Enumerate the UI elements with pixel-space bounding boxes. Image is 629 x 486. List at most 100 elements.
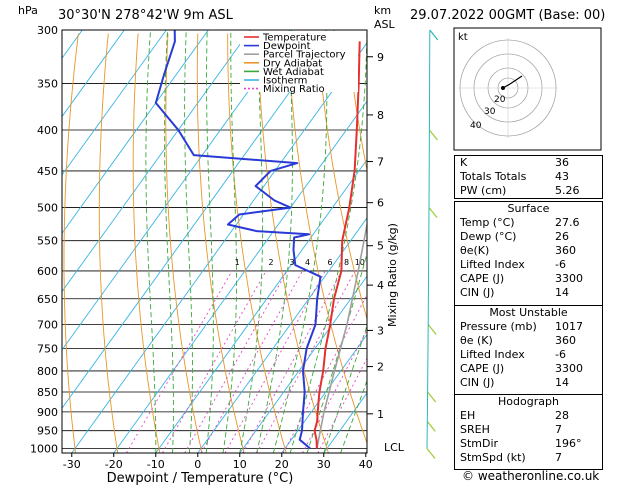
- legend-label: Parcel Trajectory: [263, 50, 346, 61]
- legend-label: Dewpoint: [263, 41, 311, 52]
- hodograph-ring-label: 40: [470, 121, 482, 131]
- legend-label: Isotherm: [263, 76, 307, 87]
- isotherm-line: [71, 42, 367, 453]
- mixing-ratio-label: 2: [269, 258, 274, 267]
- hodograph-indices-panel: Hodograph EH 28 SREH 7 StmDir 196° StmSpd (kt) 7: [454, 394, 603, 470]
- index-row: StmDir 196°: [455, 437, 602, 451]
- index-row: CIN (J) 14: [455, 286, 602, 300]
- isotherm-line: [281, 333, 367, 453]
- isotherm-line: [62, 30, 251, 293]
- index-row: θe (K) 360: [455, 334, 602, 348]
- weatheronline-logo: © weatheronline.co.uk: [462, 469, 600, 483]
- index-row: Temp (°C) 27.6: [455, 216, 602, 230]
- mixing-ratio-line: [282, 294, 367, 453]
- index-value: 5.26: [555, 184, 580, 197]
- hpa-label: hPa: [18, 4, 38, 17]
- pressure-tick-label: 950: [37, 425, 58, 438]
- section-title: Surface: [507, 202, 550, 215]
- index-label: StmDir: [460, 437, 499, 450]
- section-title: Hodograph: [498, 395, 559, 408]
- index-value: 360: [555, 244, 576, 257]
- hodograph-point: [501, 86, 505, 90]
- km-tick-label: 6: [377, 197, 384, 210]
- dry-adiabat-line: [286, 33, 367, 445]
- index-row: CAPE (J) 3300: [455, 272, 602, 286]
- dry-adiabat-line: [63, 33, 79, 453]
- index-row: Dewp (°C) 26: [455, 230, 602, 244]
- location-title: 30°30'N 278°42'W 9m ASL: [58, 8, 233, 23]
- section-title: Most Unstable: [489, 306, 568, 319]
- wind-barb: [429, 29, 439, 41]
- wind-profile-line: [426, 29, 431, 449]
- index-row: Pressure (mb) 1017: [455, 320, 602, 334]
- index-value: -6: [555, 348, 566, 361]
- temp-tick-label: 40: [359, 458, 373, 471]
- legend-label: Mixing Ratio: [263, 84, 325, 95]
- legend-label: Dry Adiabat: [263, 58, 322, 69]
- pressure-tick-label: 1000: [30, 443, 58, 456]
- mixing-ratio-line: [242, 270, 343, 453]
- mixing-ratio-label: 20: [397, 258, 407, 267]
- legend-label: Temperature: [262, 33, 326, 44]
- pressure-tick-label: 700: [37, 319, 58, 332]
- index-label: Dewp (°C): [460, 230, 517, 243]
- wind-barb: [428, 129, 438, 141]
- pressure-tick-label: 400: [37, 124, 58, 137]
- km-tick-label: 5: [377, 240, 384, 253]
- km-tick-label: 9: [377, 51, 384, 64]
- hodograph-ring-label: 20: [494, 95, 506, 105]
- pressure-tick-label: 900: [37, 406, 58, 419]
- index-row: StmSpd (kt) 7: [455, 451, 602, 465]
- dry-adiabat-line: [257, 33, 329, 453]
- index-row: Lifted Index -6: [455, 348, 602, 362]
- index-value: 27.6: [555, 216, 580, 229]
- index-label: StmSpd (kt): [460, 451, 526, 464]
- pressure-tick-label: 750: [37, 343, 58, 356]
- wet-adiabat-line: [184, 30, 193, 453]
- index-value: 7: [555, 451, 562, 464]
- legend-label: Wet Adiabat: [263, 67, 324, 78]
- index-row: Totals Totals 43: [455, 170, 602, 184]
- temp-tick-label: 10: [233, 458, 247, 471]
- mixing-ratio-line: [126, 270, 233, 453]
- isotherm-line: [239, 275, 367, 453]
- index-label: PW (cm): [460, 184, 507, 197]
- index-value: 26: [555, 230, 569, 243]
- index-value: 360: [555, 334, 576, 347]
- temp-tick-label: 20: [275, 458, 289, 471]
- wet-adiabat-line: [289, 30, 367, 453]
- hodograph-unit-label: kt: [458, 32, 468, 43]
- km-label-line1: km: [374, 4, 391, 17]
- index-value: 1017: [555, 320, 583, 333]
- km-label-line2: ASL: [374, 18, 396, 31]
- indices-top-panel: K 36 Totals Totals 43 PW (cm) 5.26: [454, 155, 603, 199]
- index-label: Pressure (mb): [460, 320, 537, 333]
- hodograph-ring-label: 30: [484, 107, 496, 117]
- km-tick-label: 3: [377, 324, 384, 337]
- index-row: θe(K) 360: [455, 244, 602, 258]
- index-row: K 36: [455, 156, 602, 170]
- x-axis-label: Dewpoint / Temperature (°C): [107, 471, 294, 486]
- isotherm-line: [0, 30, 40, 453]
- plot-frame: [61, 29, 368, 454]
- dry-adiabat-line: [227, 33, 287, 453]
- dry-adiabat-line: [132, 33, 161, 453]
- index-value: 196°: [555, 437, 582, 450]
- index-row: CAPE (J) 3300: [455, 362, 602, 376]
- pressure-tick-label: 450: [37, 165, 58, 178]
- wet-adiabat-line: [145, 30, 157, 453]
- index-label: θe(K): [460, 244, 490, 257]
- dry-adiabat-line: [316, 33, 367, 321]
- most-unstable-panel: Most Unstable Pressure (mb) 1017 θe (K) 360 L…: [454, 305, 603, 396]
- mixing-ratio-label: 3: [290, 258, 295, 267]
- pressure-tick-label: 300: [37, 24, 58, 37]
- mixing-ratio-axis-label: Mixing Ratio (g/kg): [386, 223, 399, 327]
- pressure-tick-label: 500: [37, 202, 58, 215]
- wind-barb: [428, 207, 438, 218]
- index-value: 3300: [555, 362, 583, 375]
- temp-tick-label: 30: [317, 458, 331, 471]
- index-value: 28: [555, 409, 569, 422]
- isotherm-line: [155, 158, 367, 453]
